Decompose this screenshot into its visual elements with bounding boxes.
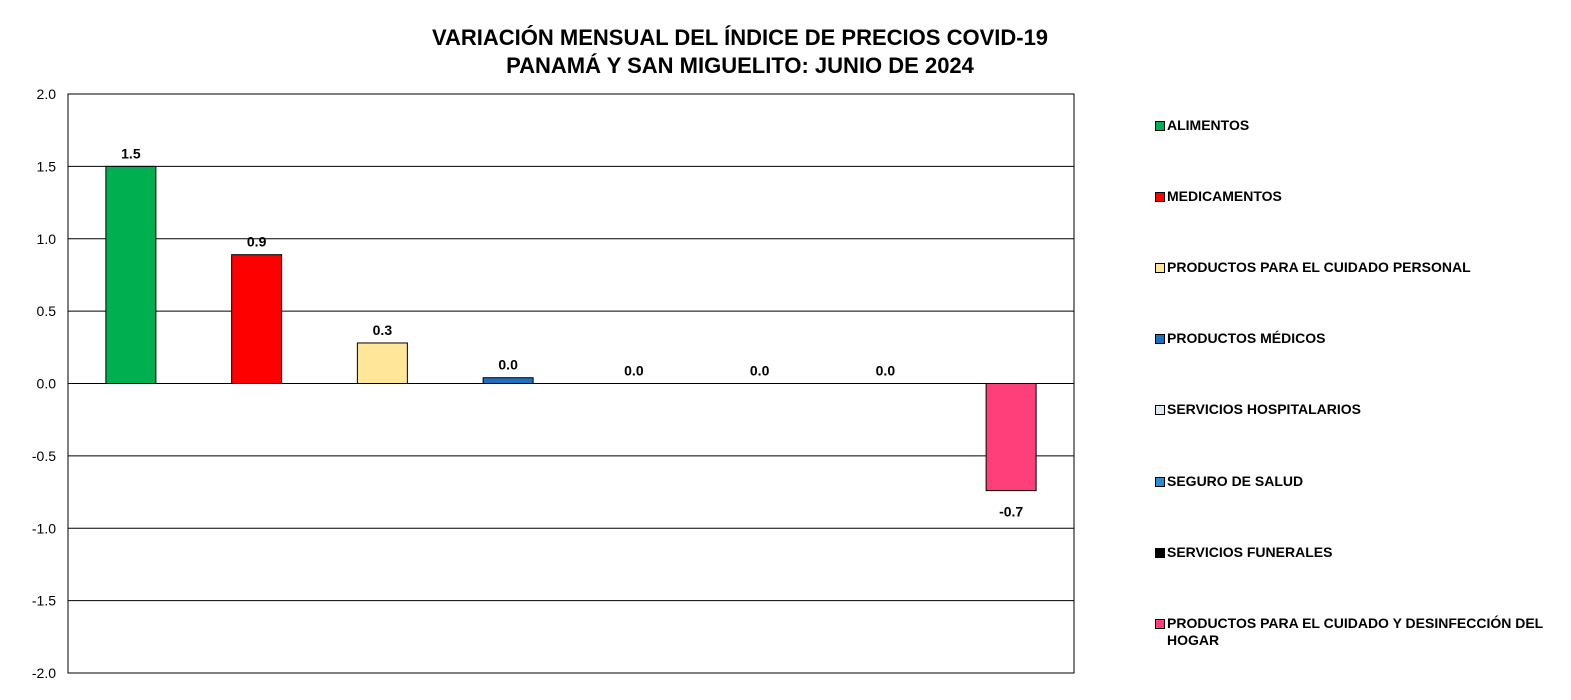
legend-swatch (1155, 192, 1165, 202)
chart-title-line2: PANAMÁ Y SAN MIGUELITO: JUNIO DE 2024 (506, 53, 974, 78)
y-tick-label: -2.0 (32, 665, 56, 681)
legend-label: MEDICAMENTOS (1167, 188, 1282, 204)
data-label: 0.9 (247, 234, 267, 250)
y-tick-label: -1.5 (32, 593, 56, 609)
data-label: -0.7 (999, 504, 1023, 520)
bar (105, 165, 157, 384)
data-label: 1.5 (121, 145, 141, 161)
data-label: 0.0 (876, 363, 896, 379)
legend-label: PRODUCTOS PARA EL CUIDADO Y DESINFECCIÓN… (1167, 615, 1543, 648)
legend-item: SERVICIOS HOSPITALARIOS (1155, 401, 1555, 418)
legend-item: MEDICAMENTOS (1155, 188, 1555, 205)
y-tick-label: 2.0 (37, 86, 57, 102)
bar (231, 254, 283, 384)
legend-label: SERVICIOS HOSPITALARIOS (1167, 401, 1361, 417)
y-tick-label: 0.5 (37, 303, 57, 319)
legend-item: PRODUCTOS PARA EL CUIDADO PERSONAL (1155, 259, 1555, 276)
legend-swatch (1155, 477, 1165, 487)
legend-label: PRODUCTOS MÉDICOS (1167, 330, 1326, 346)
legend-swatch (1155, 405, 1165, 415)
legend-swatch (1155, 334, 1165, 344)
bar (482, 377, 534, 384)
legend-swatch (1155, 548, 1165, 558)
chart-title: VARIACIÓN MENSUAL DEL ÍNDICE DE PRECIOS … (0, 24, 1480, 80)
y-tick-label: -1.0 (32, 520, 56, 536)
data-label: 0.3 (373, 322, 393, 338)
data-label: 0.0 (750, 363, 770, 379)
legend-item: SEGURO DE SALUD (1155, 473, 1555, 490)
legend-swatch (1155, 121, 1165, 131)
y-tick-label: 1.5 (37, 158, 57, 174)
chart-title-line1: VARIACIÓN MENSUAL DEL ÍNDICE DE PRECIOS … (431, 25, 1049, 50)
legend-item: SERVICIOS FUNERALES (1155, 544, 1555, 561)
legend-label: ALIMENTOS (1167, 117, 1250, 133)
y-tick-label: -0.5 (32, 448, 56, 464)
y-tick-label: 1.0 (37, 231, 57, 247)
bar (356, 342, 408, 384)
legend-item: PRODUCTOS MÉDICOS (1155, 330, 1555, 347)
y-tick-label: 0.0 (37, 376, 57, 392)
legend-item: PRODUCTOS PARA EL CUIDADO Y DESINFECCIÓN… (1155, 615, 1555, 649)
legend-label: PRODUCTOS PARA EL CUIDADO PERSONAL (1167, 259, 1471, 275)
bar (985, 383, 1037, 492)
legend-swatch (1155, 619, 1165, 629)
legend-label: SEGURO DE SALUD (1167, 473, 1304, 489)
legend-label: SERVICIOS FUNERALES (1167, 544, 1333, 560)
data-label: 0.0 (624, 363, 644, 379)
legend-item: ALIMENTOS (1155, 117, 1555, 134)
data-label: 0.0 (498, 357, 518, 373)
plot-area (67, 93, 1075, 674)
legend-swatch (1155, 263, 1165, 273)
